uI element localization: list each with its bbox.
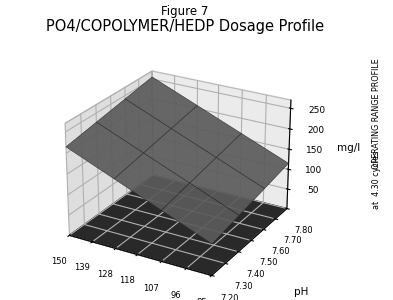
Y-axis label: pH: pH <box>294 287 309 297</box>
Text: Figure 7: Figure 7 <box>161 4 208 17</box>
Text: PO4/COPOLYMER/HEDP Dosage Profile: PO4/COPOLYMER/HEDP Dosage Profile <box>46 20 324 34</box>
Text: OPERATING RANGE PROFILE: OPERATING RANGE PROFILE <box>372 58 381 170</box>
Text: at  4.30 cycles: at 4.30 cycles <box>372 151 381 209</box>
